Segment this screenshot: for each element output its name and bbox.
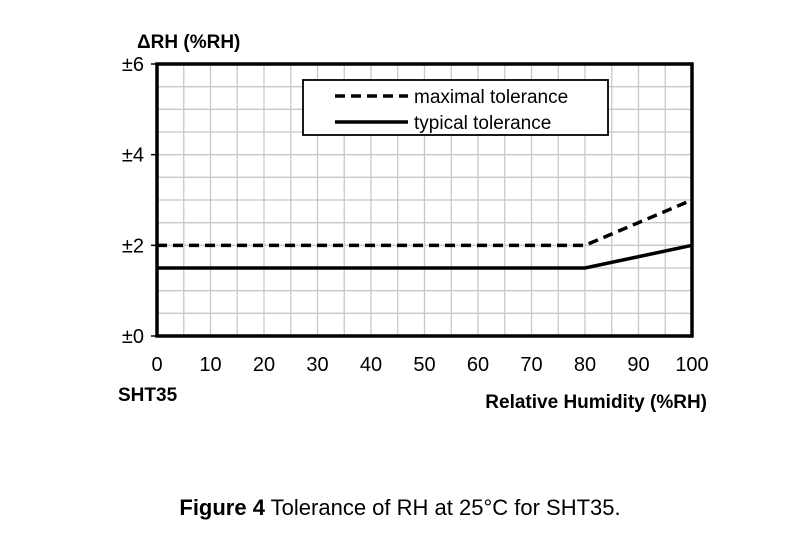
legend: maximal tolerance typical tolerance — [302, 79, 609, 136]
sensor-label: SHT35 — [118, 385, 178, 406]
x-tick-label: 60 — [467, 354, 489, 376]
x-tick-label: 20 — [253, 354, 275, 376]
series-line-typical — [157, 243, 693, 270]
x-tick-label: 0 — [151, 354, 162, 376]
legend-box — [302, 79, 609, 136]
legend-label: typical tolerance — [414, 113, 551, 134]
y-tick-label: ±6 — [122, 54, 144, 76]
x-tick-label: 90 — [627, 354, 649, 376]
x-axis-ticks: 0 10 20 30 40 50 60 70 80 90 100 — [151, 354, 708, 376]
x-tick-label: 80 — [574, 354, 596, 376]
series-lines — [157, 198, 693, 270]
y-tick-label: ±4 — [122, 145, 144, 167]
y-tick-label: ±2 — [122, 235, 144, 257]
x-tick-label: 40 — [360, 354, 382, 376]
y-axis-label: ΔRH (%RH) — [137, 32, 240, 53]
x-tick-label: 30 — [306, 354, 328, 376]
figure-number: Figure 4 — [179, 495, 265, 520]
x-tick-label: 10 — [199, 354, 221, 376]
figure-caption: Figure 4 Tolerance of RH at 25°C for SHT… — [0, 495, 800, 521]
y-axis-ticks: ±0 ±2 ±4 ±6 — [122, 54, 157, 348]
legend-label: maximal tolerance — [414, 87, 568, 108]
plot-frame — [155, 62, 694, 338]
x-tick-label: 50 — [413, 354, 435, 376]
caption-text: Tolerance of RH at 25°C for SHT35. — [264, 495, 621, 520]
x-axis-label: Relative Humidity (%RH) — [485, 392, 707, 413]
y-tick-label: ±0 — [122, 326, 144, 348]
x-tick-label: 70 — [520, 354, 542, 376]
x-tick-label: 100 — [675, 354, 708, 376]
series-line-maximal — [157, 198, 693, 248]
